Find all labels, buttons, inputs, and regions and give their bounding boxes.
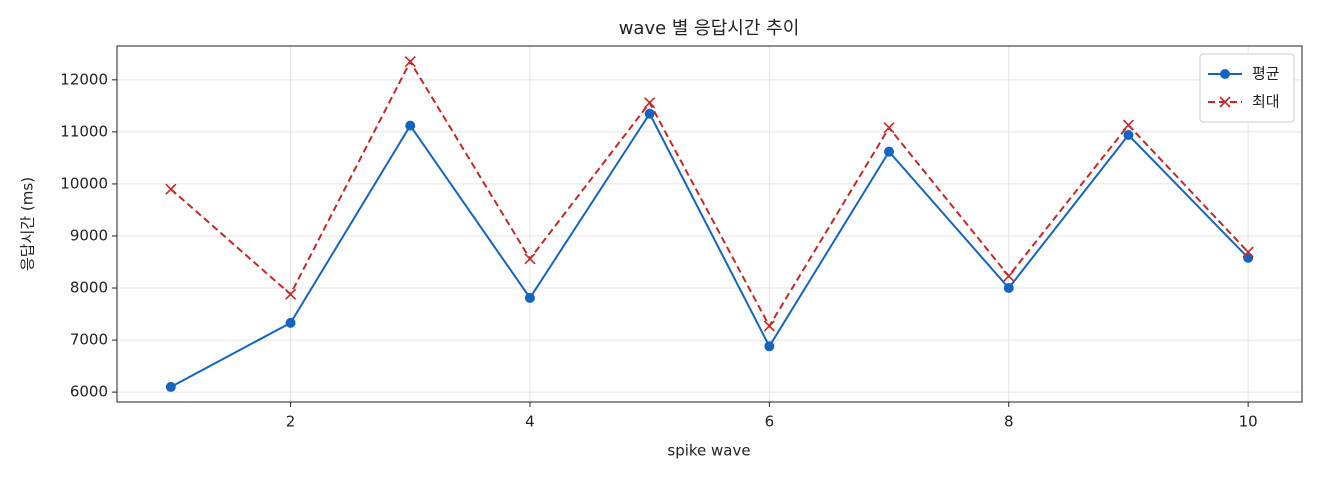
x-tick-label: 8 (1004, 413, 1014, 431)
marker (1003, 283, 1014, 294)
x-tick-label: 6 (765, 413, 775, 431)
marker (1122, 119, 1135, 131)
marker (524, 292, 535, 303)
y-tick-label: 10000 (60, 174, 108, 192)
marker (884, 146, 895, 157)
x-tick-label: 10 (1239, 413, 1258, 431)
series-line (170, 111, 1249, 388)
legend-label: 최대 (1252, 93, 1280, 111)
legend-marker (1219, 96, 1231, 108)
plot-frame (116, 45, 1303, 403)
chart-title: wave 별 응답시간 추이 (619, 18, 800, 39)
y-tick-label: 6000 (70, 383, 108, 401)
marker (165, 183, 177, 195)
marker (404, 56, 416, 68)
y-tick-label: 12000 (60, 70, 108, 88)
legend-label: 평균 (1252, 65, 1280, 83)
marker (644, 108, 655, 119)
marker (165, 381, 176, 392)
y-tick-label: 8000 (70, 279, 108, 297)
marker (883, 122, 895, 134)
y-tick-label: 9000 (70, 226, 108, 244)
marker (1003, 270, 1015, 282)
y-tick-label: 11000 (60, 122, 108, 140)
marker (1243, 252, 1254, 263)
marker (524, 253, 536, 265)
marker (1123, 130, 1134, 140)
series-line (170, 59, 1249, 329)
marker (1242, 246, 1254, 258)
y-tick-label: 7000 (70, 331, 108, 349)
x-tick-label: 2 (286, 413, 296, 431)
legend-marker (1220, 69, 1230, 79)
marker (644, 97, 656, 109)
x-tick-label: 4 (525, 413, 535, 431)
marker (285, 317, 296, 328)
x-axis-label: spike wave (667, 442, 750, 460)
marker (284, 288, 297, 300)
marker (764, 341, 775, 352)
legend-box (1199, 53, 1295, 123)
marker (763, 320, 775, 332)
y-axis-label: 응답시간 (ms) (19, 177, 37, 271)
marker (405, 120, 416, 131)
